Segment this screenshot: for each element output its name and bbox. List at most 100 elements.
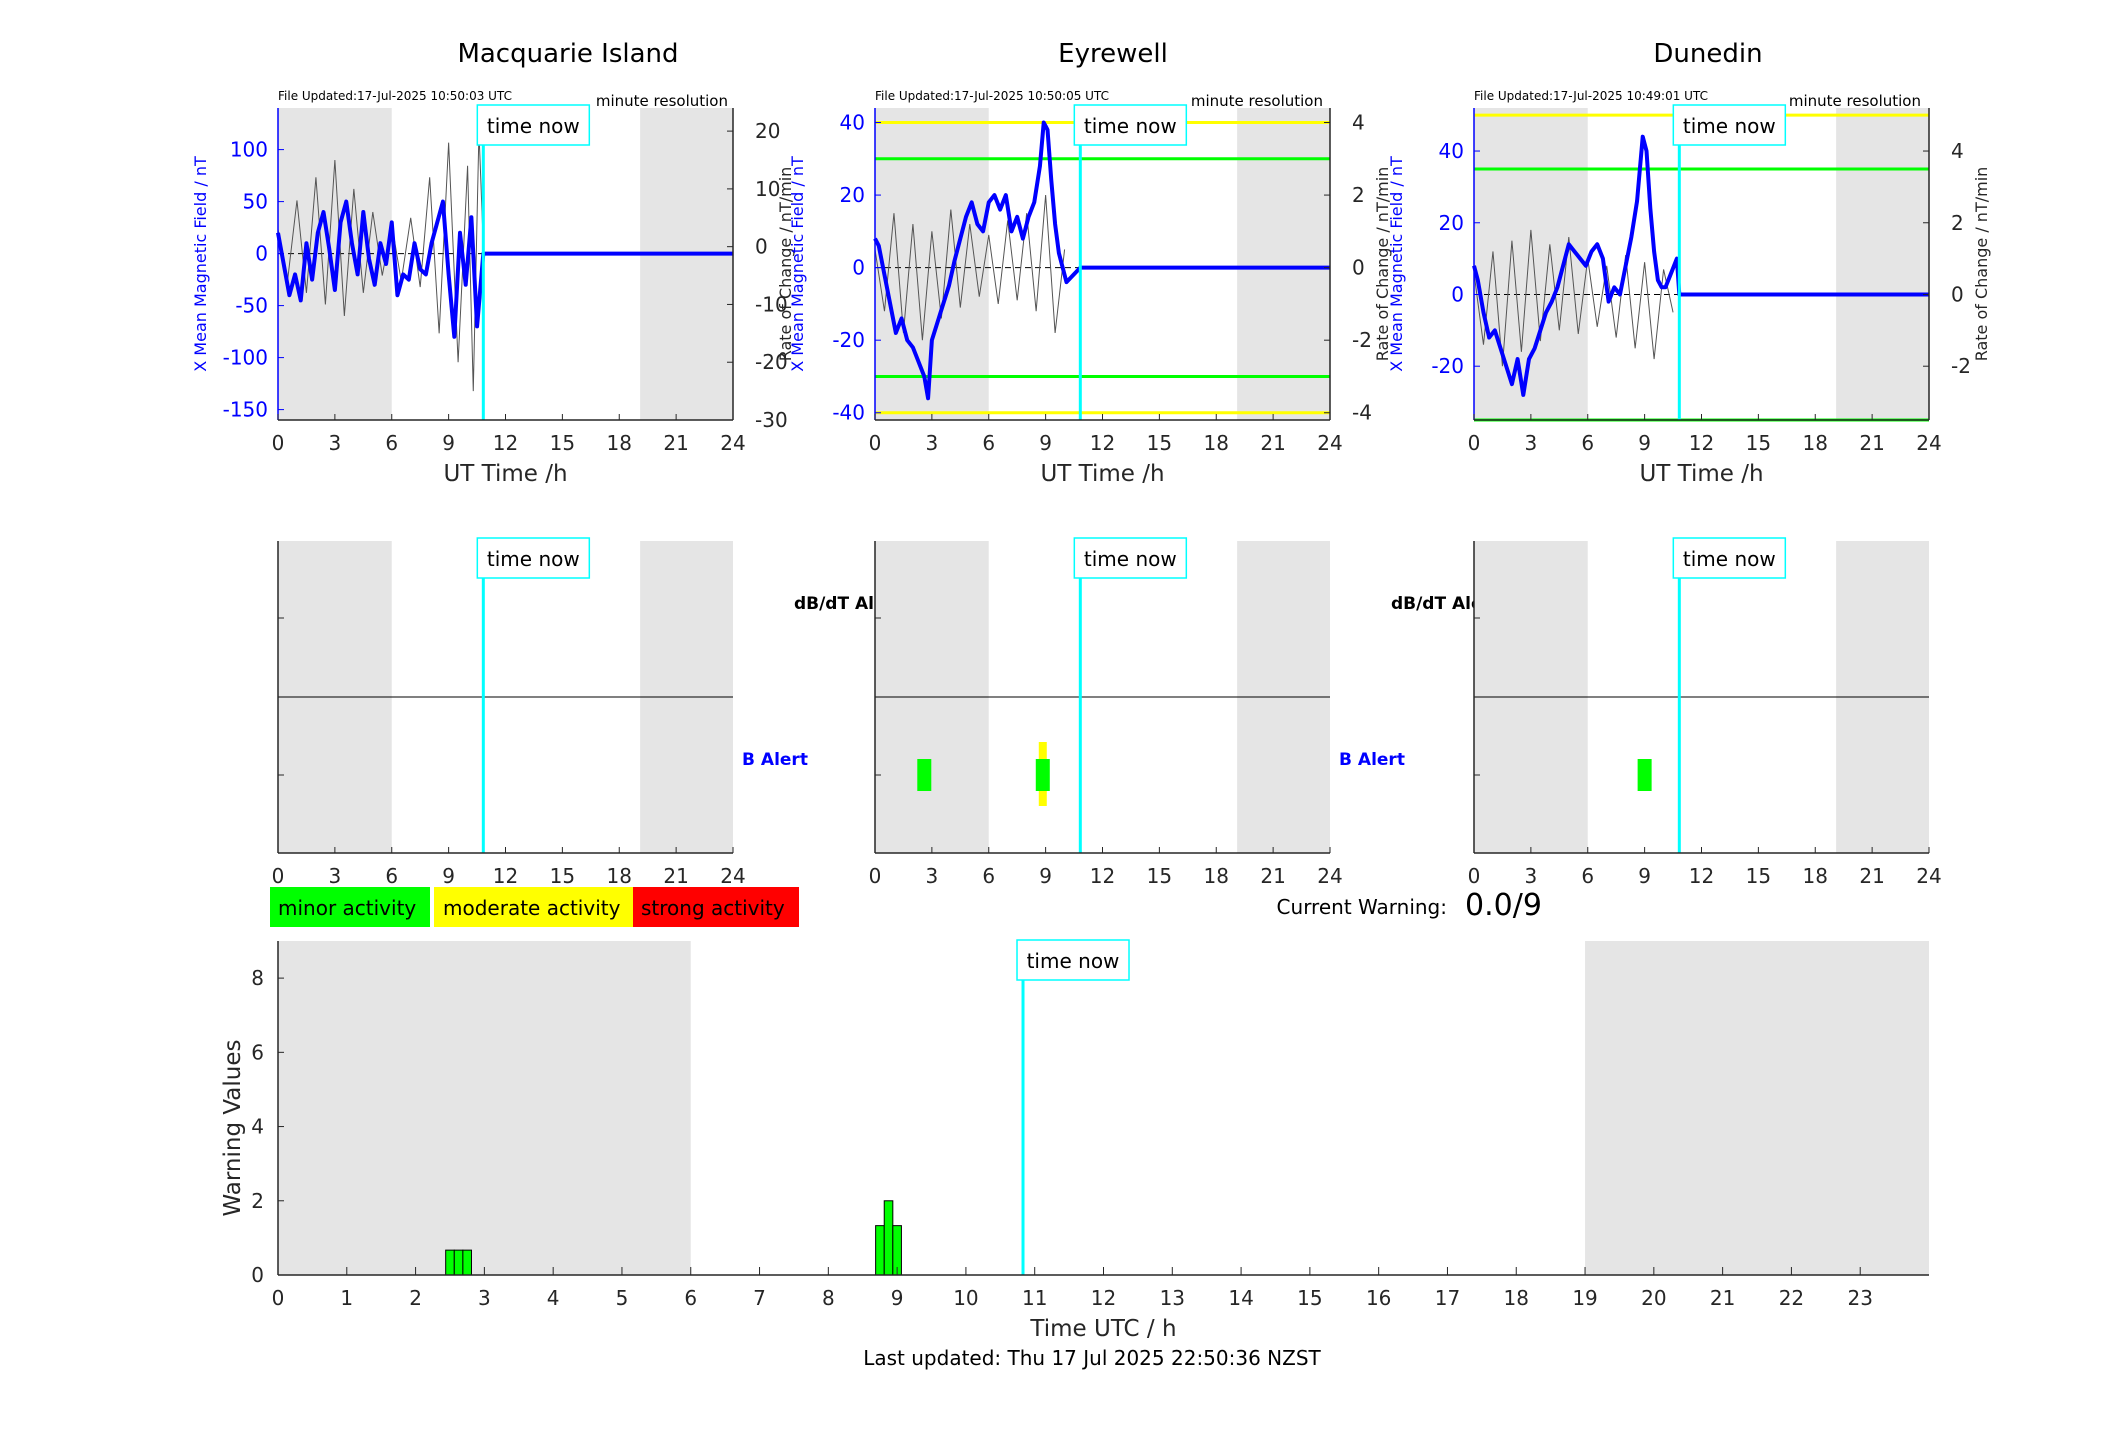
x-tick-label: 6 [385,431,398,455]
x-tick-label: 15 [1147,864,1172,888]
x-tick-label: 0 [869,431,882,455]
station-title: Macquarie Island [457,39,678,69]
station-title: Dunedin [1653,39,1762,69]
y-tick-label: 8 [251,966,264,990]
x-tick-label: 0 [272,431,285,455]
x-tick-label: 18 [1204,431,1229,455]
x-tick-label: 24 [1916,864,1941,888]
time-now-box [1016,939,1130,981]
time-now-box [476,537,591,579]
time-now-box [1073,104,1188,146]
x-tick-label: 12 [1090,864,1115,888]
b-alert-minor-bar [1637,759,1652,791]
x-tick-label: 3 [926,864,939,888]
x-tick-label: 15 [550,431,575,455]
x-tick-label: 12 [493,431,518,455]
x-tick-label: 9 [1039,864,1052,888]
y2-axis-label: Rate of Change / nT/min [1373,167,1392,362]
alert-chart-2: time now 0 3 6 9 12 15 18 21 24 [1468,537,1942,888]
night-band [640,108,733,420]
warning-bar [445,1249,455,1276]
b-alert-label: B Alert [1339,750,1405,770]
x-tick-label: 12 [1689,864,1714,888]
field-line [1472,134,1929,397]
x-tick-label: 9 [1638,431,1651,455]
y2-tick-label: 4 [1951,139,1964,163]
y2-tick-label: 4 [1352,111,1365,135]
x-axis-label: UT Time /h [443,461,567,487]
x-tick-label: 2 [409,1286,422,1310]
x-axis-label: UT Time /h [1639,461,1763,487]
x-tick-label: 17 [1435,1286,1460,1310]
station-panel-eyrewell: Eyrewell File Updated:17-Jul-2025 10:50:… [875,39,1323,110]
x-tick-label: 21 [663,864,688,888]
night-band [278,941,691,1275]
y-tick-label: 0 [251,1263,264,1287]
time-now-box [476,104,591,146]
legend-minor-swatch [270,887,430,927]
y-tick-label: -150 [223,398,268,422]
x-tick-label: 9 [1039,431,1052,455]
x-tick-label: 0 [869,864,882,888]
warning-bar [462,1249,472,1276]
x-tick-label: 21 [1260,864,1285,888]
x-tick-label: 18 [1803,864,1828,888]
y2-tick-label: 0 [1951,282,1964,306]
night-band [1836,108,1929,420]
x-tick-label: 24 [1317,431,1342,455]
x-tick-label: 12 [1090,431,1115,455]
x-tick-label: 3 [1525,431,1538,455]
rate-of-change-line [874,195,1066,341]
x-tick-label: 14 [1228,1286,1253,1310]
current-warning-label: Current Warning: [1277,895,1447,919]
y-tick-label: 6 [251,1040,264,1064]
x-tick-label: 6 [385,864,398,888]
resolution-text: minute resolution [596,92,728,110]
legend-moderate-label: moderate activity [443,896,621,920]
station-panel-dunedin: Dunedin File Updated:17-Jul-2025 10:49:0… [1474,39,1921,110]
time-now-label: time now [487,547,580,571]
warning-bar [453,1249,464,1276]
time-now-box [1672,537,1787,579]
time-now-box [1672,104,1787,146]
x-tick-label: 0 [272,1286,285,1310]
y-tick-label: 0 [1451,282,1464,306]
y2-tick-label: -2 [1951,354,1971,378]
y2-tick-label: -20 [755,350,788,374]
x-axis-label: UT Time /h [1040,461,1164,487]
x-tick-label: 20 [1641,1286,1666,1310]
x-tick-label: 3 [329,431,342,455]
time-now-label: time now [1683,547,1776,571]
x-tick-label: 3 [1525,864,1538,888]
y2-tick-label: 2 [1951,211,1964,235]
x-tick-label: 15 [1746,431,1771,455]
y-tick-label: 50 [243,190,268,214]
x-tick-label: 15 [1746,864,1771,888]
x-tick-label: 8 [822,1286,835,1310]
x-tick-label: 18 [1803,431,1828,455]
warning-bar [883,1200,894,1276]
field-line [873,120,1330,401]
x-tick-label: 1 [340,1286,353,1310]
x-tick-label: 9 [442,864,455,888]
y2-tick-label: -2 [1352,328,1372,352]
warning-bar [875,1225,885,1276]
x-tick-label: 24 [1916,431,1941,455]
x-tick-label: 18 [1204,864,1229,888]
time-now-label: time now [1084,547,1177,571]
file-updated-text: File Updated:17-Jul-2025 10:49:01 UTC [1474,89,1708,103]
y-tick-label: 20 [840,183,865,207]
x-tick-label: 9 [1638,864,1651,888]
x-tick-label: 3 [478,1286,491,1310]
x-tick-label: 21 [1710,1286,1735,1310]
station-panel-macquarie: Macquarie Island File Updated:17-Jul-202… [278,39,728,110]
x-tick-label: 4 [547,1286,560,1310]
time-now-label: time now [1027,949,1120,973]
night-band [875,108,989,420]
night-band [1474,108,1588,420]
field-line [276,199,733,339]
y-tick-label: -100 [223,346,268,370]
y2-tick-label: 2 [1352,183,1365,207]
